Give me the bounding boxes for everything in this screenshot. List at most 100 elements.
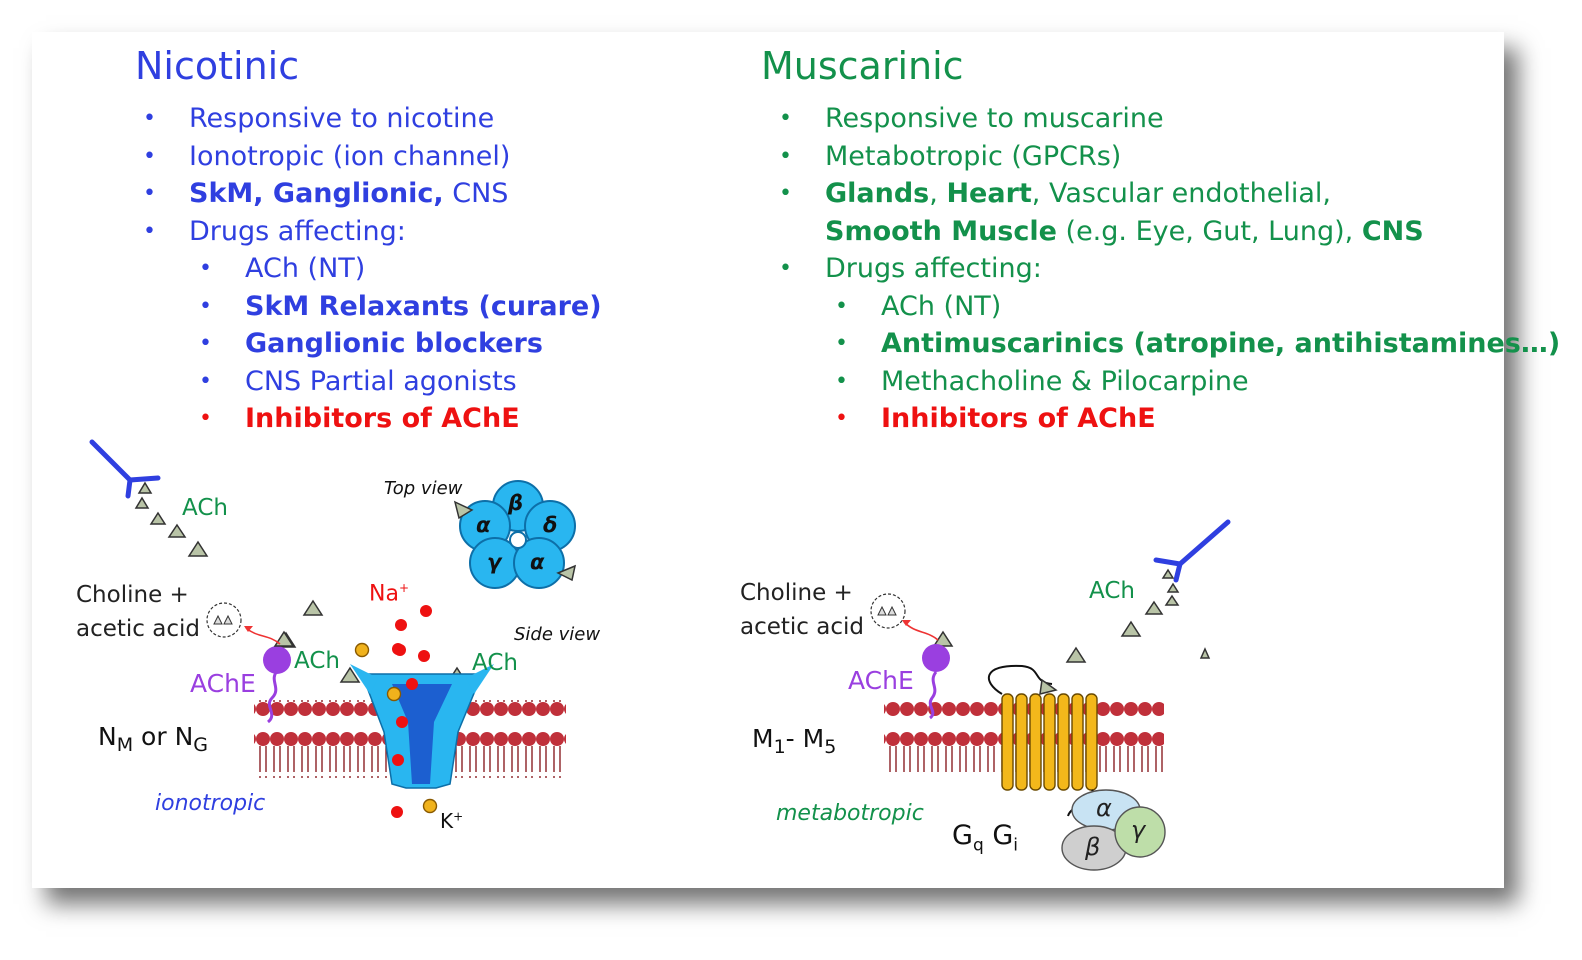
bullet-dot: • [835,331,848,356]
ach-bound-top-view [453,500,577,582]
nicotinic-bullet-item: • Inhibitors of AChE [141,400,602,438]
bullet-text: ACh (NT) [881,290,1002,322]
receptor-top-view [459,480,576,589]
choline-label-left-line2: acetic acid [76,616,200,642]
subunit-beta: β [508,491,524,515]
bullet-dot: • [143,218,156,244]
ach-bound-gpcr [1039,678,1058,695]
nicotinic-bullet-item: • SkM, Ganglionic, CNS [141,175,602,213]
bullet-text: Inhibitors of AChE [881,403,1156,434]
subunit-delta: δ [543,513,558,537]
ache-label-right: AChE [848,666,914,695]
muscarinic-title: Muscarinic [761,44,964,88]
choline-label-right-line2: acetic acid [740,614,864,640]
ache-enzyme-right [922,644,950,720]
nicotinic-bullet-list: • Responsive to nicotine • Ionotropic (ion … [141,100,602,438]
muscarinic-bullet-item: • Glands, Heart, Vascular endothelial, [777,175,1560,213]
nicotinic-bullet-item: • CNS Partial agonists [141,363,602,401]
nicotinic-bullet-item: • Responsive to nicotine [141,100,602,138]
bullet-text: , Vascular endothelial, [1031,178,1331,209]
bullet-text: CNS [1361,215,1424,247]
bullet-text: CNS [443,178,509,209]
ionotropic-label: ionotropic [155,791,266,816]
bullet-text: Methacholine & Pilocarpine [881,365,1249,397]
bullet-text: Glands [825,178,930,209]
nicotinic-bullet-item: • Ganglionic blockers [141,325,602,363]
slide: Nicotinic Muscarinic • Responsive to nico… [32,32,1560,888]
bullet-text: ACh (NT) [245,253,366,284]
diagram-graphics [89,439,1231,871]
bullet-text: (e.g. Eye, Gut, Lung), [1056,215,1362,247]
bullet-dot: • [199,368,212,394]
muscarinic-bullet-list: • Responsive to muscarine • Metabotropic (G… [777,100,1560,438]
g-beta-label: β [1085,833,1101,861]
muscarinic-bullet-item: • Inhibitors of AChE [777,400,1560,438]
muscarinic-bullet-item: • Methacholine & Pilocarpine [777,363,1560,401]
ach-label-right: ACh [472,650,518,676]
subunit-alpha-1: α [476,513,491,537]
bullet-dot: • [835,368,848,394]
bullet-dot: • [835,293,848,319]
bullet-dot: • [199,331,212,356]
bullet-text: Ionotropic (ion channel) [189,140,511,172]
nicotinic-bullet-item: • Drugs affecting: [141,213,602,251]
choline-label-left-line1: Choline + [76,582,189,608]
nicotinic-bullet-item: • ACh (NT) [141,250,602,288]
bullet-text: Inhibitors of AChE [245,403,520,434]
potassium-ions [354,642,438,814]
bullet-dot: • [143,181,156,206]
bullet-text: Metabotropic (GPCRs) [825,140,1122,172]
g-alpha-label: α [1096,794,1112,822]
bullet-dot: • [779,106,792,131]
bullet-text: SkM, Ganglionic, [189,178,444,209]
ach-label-muscarinic: ACh [1089,578,1135,604]
muscarinic-bullet-item: • Drugs affecting: [777,250,1560,288]
muscarinic-bullet-item: • Metabotropic (GPCRs) [777,138,1560,176]
bullet-text: Responsive to muscarine [825,103,1164,134]
top-view-label: Top view [384,478,463,499]
nerve-terminal-left [89,439,161,499]
choline-label-right-line1: Choline + [740,580,853,606]
sodium-label: Na+ [369,581,410,607]
g-gamma-label: γ [1131,816,1146,844]
subunit-gamma: γ [487,550,502,574]
nerve-terminal-right [1153,519,1231,583]
g-protein-complex [1061,789,1166,871]
bullet-text: Drugs affecting: [189,215,406,247]
bullet-text: Heart [946,178,1032,209]
bullet-text: Responsive to nicotine [189,103,495,134]
bullet-dot: • [143,106,156,131]
ache-label-left: AChE [190,669,256,698]
bullet-text: SkM Relaxants (curare) [245,290,602,322]
bullet-text: Drugs affecting: [825,253,1042,284]
bullet-text: CNS Partial agonists [245,365,517,397]
receptor-subtype-label-nicotinic: NM or NG [98,722,209,756]
muscarinic-bullet-item: • Antimuscarinics (atropine, antihistamin… [777,325,1560,363]
bullet-dot: • [779,143,792,169]
ach-molecules-right [932,568,1211,663]
nicotinic-bullet-item: • Ionotropic (ion channel) [141,138,602,176]
ion-channel-side-view [350,664,494,789]
choline-acetate-left [206,602,281,645]
bullet-dot: • [779,256,792,281]
potassium-label: K+ [440,809,464,833]
side-view-label: Side view [514,624,601,645]
metabotropic-label: metabotropic [776,801,924,826]
subunit-alpha-2: α [530,550,545,574]
gpcr-seven-transmembrane [1001,693,1098,791]
bullet-dot: • [199,406,212,431]
bullet-dot: • [143,143,156,169]
bullet-text: Smooth Muscle [825,215,1057,247]
ach-label-top: ACh [182,495,228,521]
receptor-subtype-label-muscarinic: M1- M5 [752,724,837,758]
muscarinic-bullet-item: • Responsive to muscarine [777,100,1560,138]
choline-acetate-right [870,593,939,641]
bullet-text: Ganglionic blockers [245,328,543,359]
bullet-text: Antimuscarinics (atropine, antihistamine… [881,328,1561,359]
muscarinic-bullet-item: • ACh (NT) [777,288,1560,326]
muscarinic-bullet-item: Smooth Muscle (e.g. Eye, Gut, Lung), CNS [777,213,1560,251]
bullet-dot: • [835,406,848,431]
g-protein-subtype-label: Gq Gi [952,820,1018,856]
sodium-ions [391,605,432,818]
bullet-dot: • [199,293,212,319]
